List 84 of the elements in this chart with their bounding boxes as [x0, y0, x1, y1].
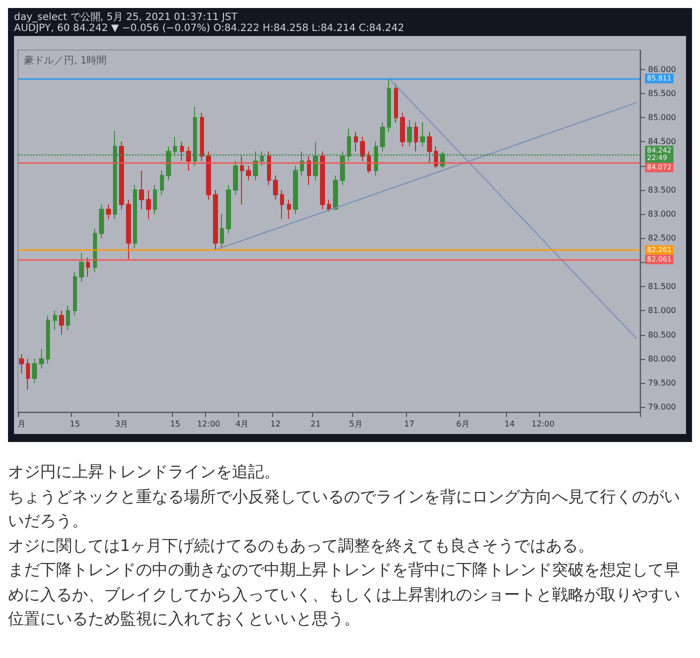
x-tick-label: 6月	[456, 420, 470, 428]
candlestick	[427, 132, 432, 163]
candlestick	[220, 214, 224, 248]
candlestick	[327, 199, 331, 212]
x-tick-label: 月	[17, 420, 26, 428]
x-tick-label: 14	[504, 420, 515, 428]
x-tick-label: 17	[404, 420, 414, 428]
candlestick	[400, 112, 405, 148]
candlestick	[180, 141, 184, 162]
y-tick-label: 85.500	[648, 88, 676, 98]
y-tick-label: 79.500	[648, 378, 676, 388]
y-tick-label: 81.500	[648, 282, 676, 292]
candlestick	[126, 199, 131, 260]
candlestick	[133, 184, 137, 248]
candlestick	[246, 165, 251, 181]
x-tick-label: 4月	[236, 420, 249, 428]
y-tick-label: 83.000	[648, 210, 676, 219]
candlestick	[79, 252, 84, 282]
candlestick	[66, 305, 70, 330]
candlestick	[213, 189, 218, 250]
candlestick	[53, 310, 57, 330]
candlestick	[240, 156, 244, 205]
candlestick	[119, 141, 124, 210]
y-tick-label: 86.000	[648, 64, 676, 74]
annotation: 豪ドル／円, 1時間	[24, 54, 107, 66]
candlestick	[73, 272, 77, 316]
candlestick	[333, 174, 338, 210]
candlestick	[160, 170, 164, 196]
candlestick	[186, 146, 191, 172]
candlestick	[46, 314, 50, 364]
candlestick	[32, 358, 37, 384]
candlestick	[320, 150, 325, 210]
candlestick	[26, 358, 30, 390]
x-tick-label: 21	[310, 420, 321, 428]
chart-subtitle: AUDJPY, 60 84.242 ▼ −0.056 (−0.07%) O:84.222 H:84.258 L:84.214 C:84.242	[14, 23, 406, 34]
candlestick	[59, 310, 64, 336]
candlestick	[380, 122, 385, 152]
candlestick	[293, 165, 298, 215]
candlestick	[39, 348, 44, 370]
candlestick	[106, 204, 111, 220]
candlestick	[139, 170, 144, 210]
candlestick	[273, 174, 278, 200]
y-tick-label: 83.500	[648, 185, 676, 194]
x-tick-label: 12:00	[197, 420, 220, 428]
text: オジ円に上昇トレンドラインを追記。	[8, 461, 281, 483]
x-tick-label: 3月	[115, 420, 128, 428]
chart-title: day_select で公開, 5月 25, 2021 01:37:11 JST	[14, 12, 238, 23]
text: ちょうどネックと重なる場所で小反発しているのでラインを背にロング方向へ見て行くのがいいだろう。	[8, 486, 681, 532]
candlestick	[99, 204, 104, 239]
candlestick	[200, 112, 204, 162]
candlestick	[206, 150, 211, 200]
candlestick	[93, 228, 97, 273]
candlestick	[233, 160, 238, 196]
candlestick	[394, 83, 398, 123]
candlestick	[146, 189, 151, 220]
candlestick	[226, 184, 231, 234]
y-tick-label: 82.500	[648, 234, 676, 243]
candlestick	[354, 132, 358, 152]
candlestick	[153, 184, 157, 215]
candlestick	[360, 136, 365, 162]
x-tick-label: 12	[270, 420, 281, 428]
text: オジに関しては1ヶ月下げ続けてるのもあって調整を終えても良さそうではある。	[8, 534, 596, 556]
candlestick	[307, 156, 311, 186]
candlestick	[387, 78, 391, 133]
candlestick	[19, 354, 24, 374]
y-tick-label: 80.000	[648, 354, 676, 364]
candlestick	[86, 257, 90, 278]
y-tick-label: 81.000	[648, 306, 676, 316]
candlestick	[280, 189, 284, 220]
y-tick-label: 79.000	[648, 402, 676, 412]
x-tick-label: 5月	[349, 420, 362, 428]
x-tick-label: 12:00	[531, 420, 555, 428]
y-tick-label: 84.500	[648, 137, 676, 146]
y-tick-label: 85.000	[648, 113, 676, 122]
candlestick	[420, 122, 425, 148]
candlestick	[407, 119, 412, 148]
candlestick	[414, 122, 418, 152]
candlestick	[287, 199, 291, 220]
x-tick-label: 15	[70, 420, 80, 428]
y-tick-label: 80.500	[648, 330, 676, 340]
x-tick-label: 15	[170, 420, 180, 428]
candlestick	[367, 150, 371, 174]
candlestick	[267, 150, 271, 186]
text: まだ下降トレンドの中の動きなので中期上昇トレンドを背中に下降トレンド突破を想定して早めに入るか、ブレイクしてから入っていく、もしくは上昇割れのショートと戦略が取りやすい位置にいるため監視に入れておくといいと思う。	[8, 559, 681, 630]
